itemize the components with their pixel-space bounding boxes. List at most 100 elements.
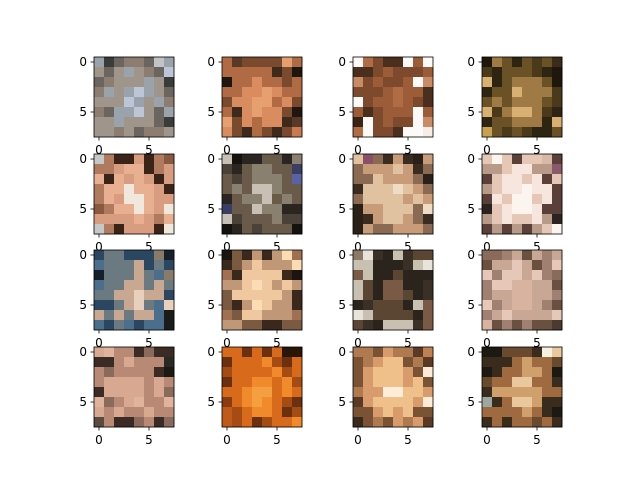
pixel [532, 164, 543, 175]
pixel [373, 224, 384, 235]
x-tick-label: 0 [483, 143, 491, 157]
pixel [363, 204, 374, 215]
pixel [222, 320, 233, 331]
pixel [282, 107, 293, 118]
pixel [262, 280, 273, 291]
y-tick-label: 5 [79, 395, 87, 409]
pixel [482, 204, 493, 215]
pixel [373, 387, 384, 398]
pixel [512, 204, 523, 215]
pixel [282, 174, 293, 185]
pixel [124, 280, 135, 291]
pixel [242, 417, 253, 428]
pixel [393, 357, 404, 368]
pixel [482, 310, 493, 321]
pixel [282, 290, 293, 301]
pixel [124, 377, 135, 388]
axes-frame [481, 153, 563, 235]
pixel [482, 387, 493, 398]
pixel [502, 367, 513, 378]
pixel [403, 347, 414, 358]
panel-1: 0 5 0 5 [79, 55, 175, 157]
pixel [232, 174, 243, 185]
pixel [242, 397, 253, 408]
pixel [403, 97, 414, 108]
pixel [252, 127, 263, 138]
pixel [262, 347, 273, 358]
pixel [363, 407, 374, 418]
pixel [522, 397, 533, 408]
pixel [552, 310, 563, 321]
pixel [252, 107, 263, 118]
pixel [522, 347, 533, 358]
pixel [282, 347, 293, 358]
pixel [552, 164, 563, 175]
panel-16: 0 5 0 5 [467, 345, 563, 447]
pixel [393, 387, 404, 398]
pixel [512, 154, 523, 165]
pixel [252, 357, 263, 368]
pixel [482, 224, 493, 235]
pixel [262, 417, 273, 428]
pixel [502, 154, 513, 165]
pixel [144, 214, 155, 225]
pixel [552, 214, 563, 225]
pixel [532, 357, 543, 368]
pixel [423, 127, 434, 138]
axes-frame [221, 346, 303, 428]
pixel [413, 377, 424, 388]
pixel [292, 387, 303, 398]
pixel [403, 397, 414, 408]
pixel [512, 417, 523, 428]
pixel [272, 387, 283, 398]
pixel [502, 214, 513, 225]
pixel [502, 417, 513, 428]
pixel [252, 320, 263, 331]
pixel [164, 204, 175, 215]
pixel [383, 397, 394, 408]
pixel [94, 57, 105, 68]
pixel [104, 320, 115, 331]
pixel [512, 164, 523, 175]
pixel [393, 127, 404, 138]
pixel [94, 290, 105, 301]
pixel [94, 97, 105, 108]
pixel [232, 300, 243, 311]
pixel [522, 260, 533, 271]
pixel [292, 97, 303, 108]
pixel [423, 367, 434, 378]
pixel [542, 184, 553, 195]
pixel [292, 417, 303, 428]
pixel [353, 127, 364, 138]
pixel [124, 310, 135, 321]
pixel [403, 407, 414, 418]
pixel [154, 387, 165, 398]
pixel [512, 214, 523, 225]
pixel [373, 397, 384, 408]
pixel [272, 407, 283, 418]
pixel [222, 127, 233, 138]
pixel [492, 347, 503, 358]
pixel [124, 174, 135, 185]
pixel [383, 260, 394, 271]
pixel [393, 214, 404, 225]
pixel [114, 250, 125, 261]
pixel [134, 107, 145, 118]
pixel [512, 224, 523, 235]
pixel [134, 214, 145, 225]
pixel [144, 154, 155, 165]
pixel [542, 320, 553, 331]
pixel [134, 87, 145, 98]
pixel [383, 310, 394, 321]
pixel [492, 397, 503, 408]
pixel [552, 280, 563, 291]
pixel [403, 214, 414, 225]
pixel [383, 154, 394, 165]
pixel [552, 270, 563, 281]
y-tick-label: 0 [338, 152, 346, 166]
pixel [482, 184, 493, 195]
pixel [502, 174, 513, 185]
pixel [502, 270, 513, 281]
pixel [403, 154, 414, 165]
pixel [383, 377, 394, 388]
